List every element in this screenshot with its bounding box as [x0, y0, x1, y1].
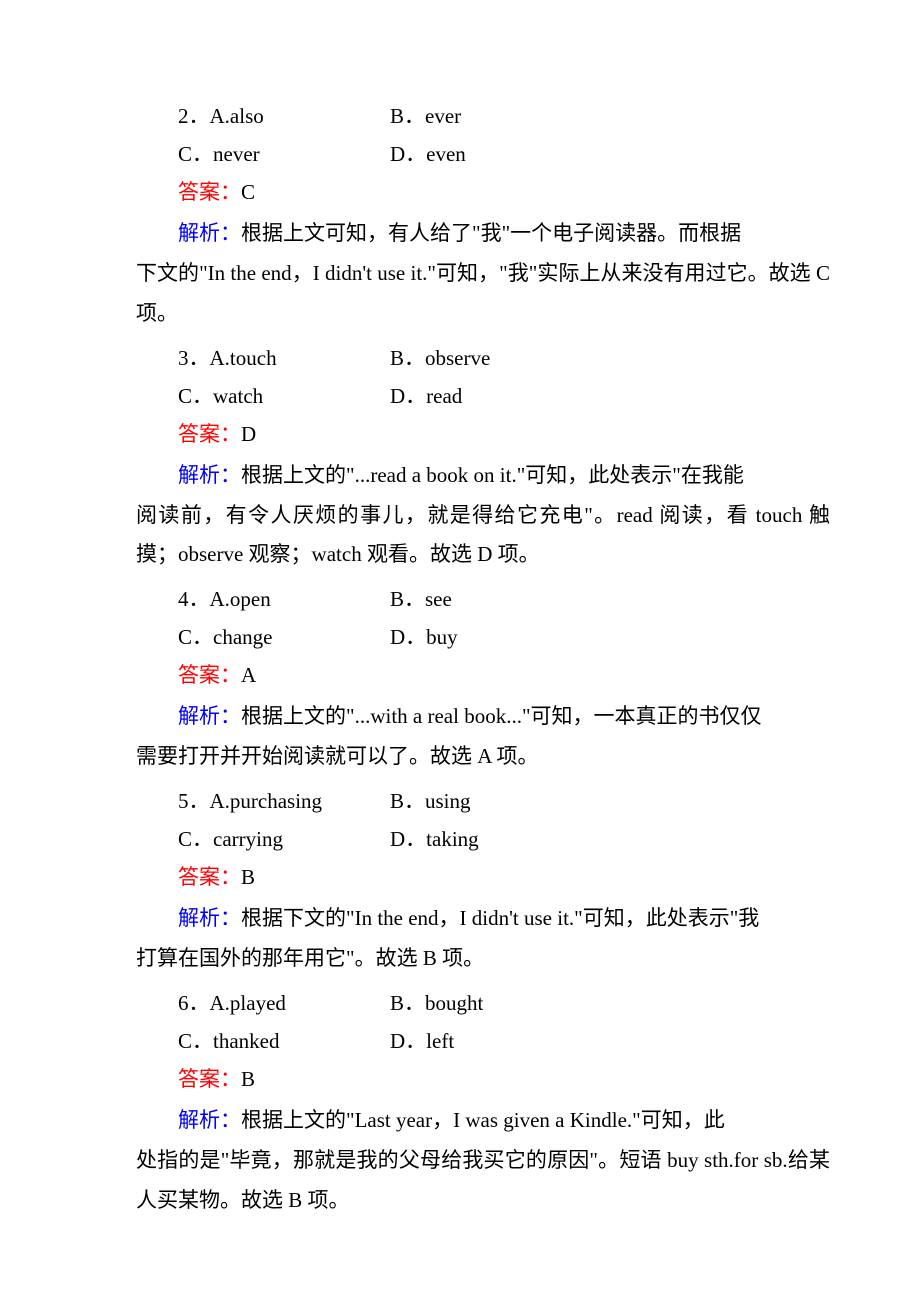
options-row: 5．A.purchasing B．using	[90, 785, 830, 815]
answer-label: 答案：	[178, 422, 241, 446]
explanation-text: 根据上文的"...read a book on it."可知，此处表示"在我能	[241, 463, 744, 487]
question-2: 2．A.also B．ever C．never D．even 答案：C 解析：根…	[90, 100, 830, 334]
option-b: B．see	[390, 583, 830, 613]
explanation-text: 根据上文可知，有人给了"我"一个电子阅读器。而根据	[241, 221, 741, 245]
explanation-label: 解析：	[178, 704, 241, 728]
answer-value: C	[241, 180, 255, 204]
answer-value: B	[241, 1067, 255, 1091]
question-5: 5．A.purchasing B．using C．carrying D．taki…	[90, 785, 830, 979]
option-c: C．thanked	[90, 1025, 390, 1055]
answer-line: 答案：C	[90, 176, 830, 206]
question-number: 4	[178, 587, 189, 611]
explanation-continuation: 需要打开并开始阅读就可以了。故选 A 项。	[90, 737, 830, 777]
explanation-continuation: 打算在国外的那年用它"。故选 B 项。	[90, 939, 830, 979]
answer-value: D	[241, 422, 256, 446]
option-d: D．buy	[390, 621, 830, 651]
question-3: 3．A.touch B．observe C．watch D．read 答案：D …	[90, 342, 830, 576]
option-b: B．bought	[390, 987, 830, 1017]
option-a: 2．A.also	[90, 100, 390, 130]
explanation-label: 解析：	[178, 221, 241, 245]
option-b: B．using	[390, 785, 830, 815]
option-c: C．carrying	[90, 823, 390, 853]
answer-line: 答案：B	[90, 1063, 830, 1093]
question-number: 5	[178, 789, 189, 813]
explanation-label: 解析：	[178, 1108, 241, 1132]
answer-value: B	[241, 865, 255, 889]
option-a-text: A.touch	[210, 346, 277, 370]
explanation: 解析：根据上文的"...with a real book..."可知，一本真正的…	[90, 697, 830, 737]
option-a-text: A.purchasing	[210, 789, 323, 813]
explanation-continuation: 阅读前，有令人厌烦的事儿，就是得给它充电"。read 阅读，看 touch 触摸…	[90, 496, 830, 576]
explanation-continuation: 处指的是"毕竟，那就是我的父母给我买它的原因"。短语 buy sth.for s…	[90, 1141, 830, 1221]
options-row: C．thanked D．left	[90, 1025, 830, 1055]
explanation: 解析：根据上文的"...read a book on it."可知，此处表示"在…	[90, 456, 830, 496]
options-row: C．never D．even	[90, 138, 830, 168]
answer-line: 答案：D	[90, 418, 830, 448]
option-a-text: A.open	[210, 587, 271, 611]
options-row: C．change D．buy	[90, 621, 830, 651]
explanation-label: 解析：	[178, 463, 241, 487]
explanation-text: 根据上文的"...with a real book..."可知，一本真正的书仅仅	[241, 704, 762, 728]
option-d: D．left	[390, 1025, 830, 1055]
answer-label: 答案：	[178, 1067, 241, 1091]
document-content: 2．A.also B．ever C．never D．even 答案：C 解析：根…	[90, 100, 830, 1221]
option-b: B．ever	[390, 100, 830, 130]
options-row: C．carrying D．taking	[90, 823, 830, 853]
question-6: 6．A.played B．bought C．thanked D．left 答案：…	[90, 987, 830, 1221]
answer-line: 答案：A	[90, 659, 830, 689]
explanation: 解析：根据下文的"In the end，I didn't use it."可知，…	[90, 899, 830, 939]
options-row: 2．A.also B．ever	[90, 100, 830, 130]
option-d: D．read	[390, 380, 830, 410]
question-number: 3	[178, 346, 189, 370]
answer-label: 答案：	[178, 865, 241, 889]
option-a: 6．A.played	[90, 987, 390, 1017]
options-row: 3．A.touch B．observe	[90, 342, 830, 372]
option-d: D．taking	[390, 823, 830, 853]
answer-label: 答案：	[178, 180, 241, 204]
option-a-text: A.played	[210, 991, 286, 1015]
option-a: 4．A.open	[90, 583, 390, 613]
options-row: C．watch D．read	[90, 380, 830, 410]
option-d: D．even	[390, 138, 830, 168]
question-4: 4．A.open B．see C．change D．buy 答案：A 解析：根据…	[90, 583, 830, 777]
explanation-text: 根据下文的"In the end，I didn't use it."可知，此处表…	[241, 906, 759, 930]
explanation: 解析：根据上文可知，有人给了"我"一个电子阅读器。而根据	[90, 214, 830, 254]
explanation-text: 根据上文的"Last year，I was given a Kindle."可知…	[241, 1108, 725, 1132]
answer-line: 答案：B	[90, 861, 830, 891]
option-b: B．observe	[390, 342, 830, 372]
explanation: 解析：根据上文的"Last year，I was given a Kindle.…	[90, 1101, 830, 1141]
explanation-label: 解析：	[178, 906, 241, 930]
option-c: C．never	[90, 138, 390, 168]
answer-value: A	[241, 663, 256, 687]
options-row: 4．A.open B．see	[90, 583, 830, 613]
option-c: C．watch	[90, 380, 390, 410]
question-number: 2	[178, 104, 189, 128]
option-a: 3．A.touch	[90, 342, 390, 372]
option-a-text: A.also	[210, 104, 264, 128]
answer-label: 答案：	[178, 663, 241, 687]
question-number: 6	[178, 991, 189, 1015]
option-c: C．change	[90, 621, 390, 651]
explanation-continuation: 下文的"In the end，I didn't use it."可知，"我"实际…	[90, 254, 830, 334]
option-a: 5．A.purchasing	[90, 785, 390, 815]
options-row: 6．A.played B．bought	[90, 987, 830, 1017]
